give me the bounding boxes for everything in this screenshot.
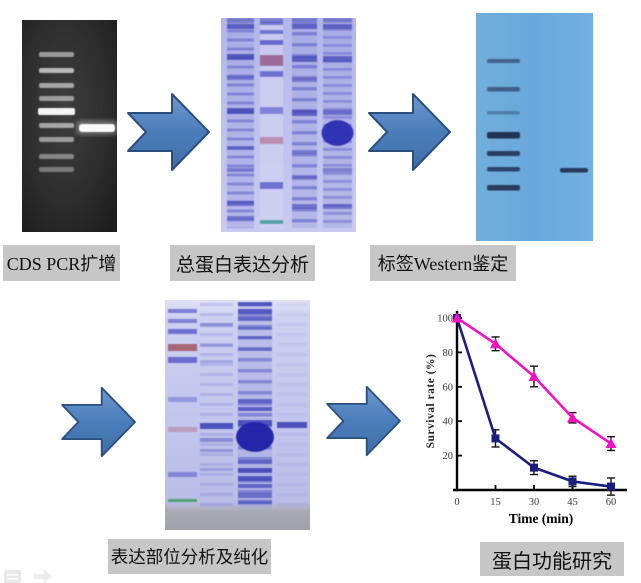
y-tick-label: 100 <box>437 314 453 325</box>
x-tick-label: 15 <box>490 497 501 508</box>
step-label-purification-text: 表达部位分析及纯化 <box>110 547 269 567</box>
watermark-list-icon <box>4 570 21 583</box>
magenta-triangle-series-marker <box>451 312 463 323</box>
magenta-triangle-series-marker <box>490 338 501 349</box>
x-tick-label: 45 <box>567 497 578 508</box>
y-tick-label: 40 <box>443 417 454 428</box>
watermark-arrow-icon <box>34 569 52 583</box>
step-label-function: 蛋白功能研究 <box>480 542 624 576</box>
magenta-triangle-series-marker <box>605 438 617 449</box>
y-tick-label: 20 <box>443 451 454 462</box>
step-label-western-text: 标签Western鉴定 <box>377 254 509 274</box>
navy-square-series-marker <box>491 434 500 443</box>
step-label-pcr-text: CDS PCR扩增 <box>6 254 117 274</box>
survival-rate-chart: 20 40 60 80 100 0 15 30 45 60 Time (min) Survival r… <box>425 311 627 526</box>
purification-gel-image <box>165 300 310 530</box>
y-tick-label: 80 <box>443 348 454 359</box>
western-blot-image <box>476 13 593 241</box>
pcr-gel-image <box>22 20 117 232</box>
step-label-western: 标签Western鉴定 <box>370 245 516 281</box>
navy-square-series-marker <box>607 482 615 491</box>
flow-arrow-3 <box>61 386 136 458</box>
flow-arrow-4 <box>326 385 401 457</box>
x-tick-label: 30 <box>529 497 540 508</box>
navy-square-series-marker <box>568 477 577 486</box>
step-label-function-text: 蛋白功能研究 <box>492 550 612 573</box>
magenta-triangle-series-marker <box>528 370 540 381</box>
magenta-triangle-series-marker <box>567 412 578 423</box>
step-label-total-protein-text: 总蛋白表达分析 <box>175 254 309 276</box>
flow-arrow-2 <box>368 93 451 171</box>
flow-arrow-1 <box>127 93 210 171</box>
x-axis-title: Time (min) <box>509 511 574 526</box>
watermark-icons <box>4 569 52 583</box>
y-axis-title: Survival rate (%) <box>425 354 437 449</box>
x-tick-label: 60 <box>606 497 617 508</box>
sds-page-gel-image <box>221 18 356 232</box>
y-tick-label: 60 <box>443 382 454 393</box>
step-label-pcr: CDS PCR扩增 <box>3 245 120 281</box>
step-label-purification: 表达部位分析及纯化 <box>108 539 271 574</box>
navy-square-series-marker <box>530 463 538 472</box>
step-label-total-protein: 总蛋白表达分析 <box>170 245 315 281</box>
x-tick-label: 0 <box>454 497 459 508</box>
